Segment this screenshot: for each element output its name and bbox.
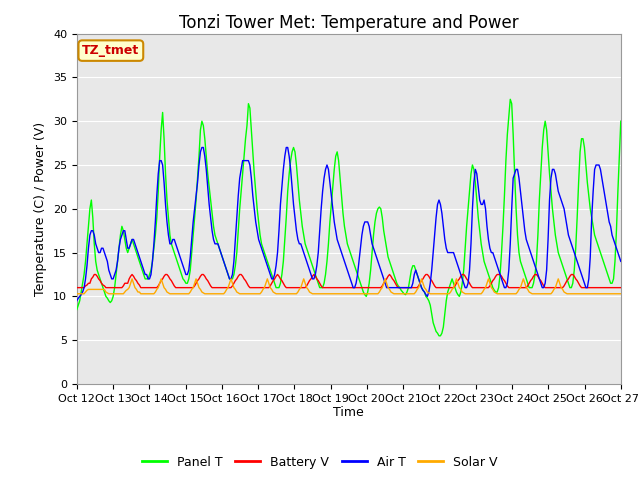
X-axis label: Time: Time: [333, 407, 364, 420]
Legend: Panel T, Battery V, Air T, Solar V: Panel T, Battery V, Air T, Solar V: [138, 451, 502, 474]
Title: Tonzi Tower Met: Temperature and Power: Tonzi Tower Met: Temperature and Power: [179, 14, 518, 32]
Text: TZ_tmet: TZ_tmet: [82, 44, 140, 57]
Y-axis label: Temperature (C) / Power (V): Temperature (C) / Power (V): [35, 122, 47, 296]
